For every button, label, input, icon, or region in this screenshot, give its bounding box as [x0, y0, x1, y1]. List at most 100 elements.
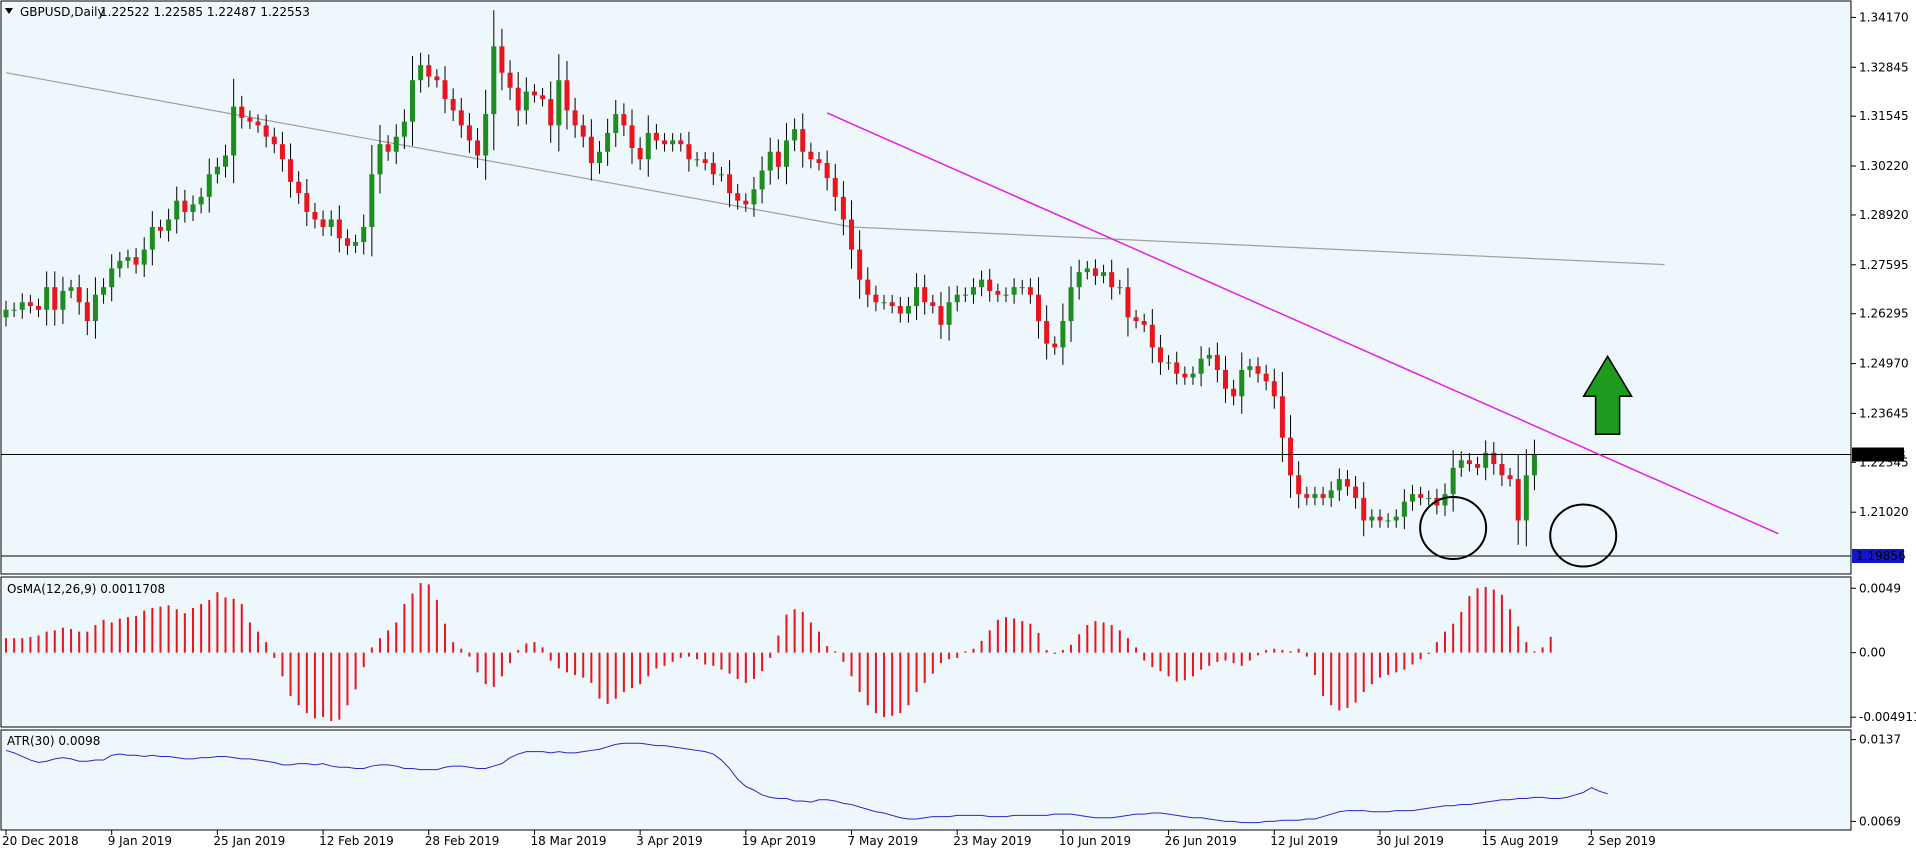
candle-body [109, 268, 115, 288]
candle-body [1279, 396, 1285, 438]
candle-body [149, 226, 155, 250]
candle-body [1491, 452, 1497, 465]
candle-body [101, 287, 107, 295]
candle-body [523, 91, 529, 111]
y-tick-label: 1.34170 [1859, 10, 1909, 24]
candle-body [141, 249, 147, 265]
candle-body [938, 306, 944, 325]
candle-body [393, 136, 399, 152]
candle-body [556, 80, 562, 126]
x-tick-label: 23 May 2019 [953, 834, 1031, 848]
candle-body [491, 46, 497, 115]
candle-body [914, 287, 920, 307]
osma-y-tick-label: 0.00 [1859, 646, 1886, 660]
candle-body [434, 76, 440, 81]
candle-body [840, 196, 846, 220]
candle-body [1507, 475, 1513, 480]
candle-body [426, 65, 432, 77]
candle-body [605, 132, 611, 152]
candle-body [1149, 324, 1155, 348]
candle-body [92, 294, 98, 322]
candle-body [1044, 321, 1050, 344]
y-tick-label: 1.30220 [1859, 159, 1909, 173]
candle-body [694, 159, 700, 161]
y-tick-label: 1.31545 [1859, 109, 1909, 123]
candle-body [1499, 464, 1505, 476]
candle-body [60, 290, 66, 310]
candle-body [133, 257, 139, 265]
candle-body [946, 302, 952, 325]
candle-body [1271, 381, 1277, 397]
candle-body [954, 294, 960, 303]
candle-body [214, 166, 220, 175]
candle-body [206, 174, 212, 197]
osma-y-tick-label: -0.004911 [1859, 710, 1916, 724]
atr-y-tick-label: 0.0137 [1859, 733, 1901, 747]
header-triangle-icon[interactable] [5, 8, 13, 14]
candle-body [1060, 321, 1066, 348]
candle-body [296, 181, 302, 194]
candle-body [1011, 287, 1017, 295]
horizontal-lines [1, 454, 1851, 557]
candle-body [540, 95, 546, 100]
candle-body [1117, 287, 1123, 289]
candle-body [450, 99, 456, 111]
osma-panel-bg [0, 576, 1852, 728]
candle-body [279, 144, 285, 160]
annotations [1419, 354, 1633, 568]
candle-body [1475, 464, 1481, 468]
candle-body [897, 306, 903, 314]
candle-body [1263, 373, 1269, 382]
circle-annotation [1549, 503, 1618, 568]
candle-body [849, 219, 855, 250]
candle-body [1206, 354, 1212, 359]
x-tick-label: 20 Dec 2018 [2, 834, 79, 848]
candle-body [353, 242, 359, 246]
candle-body [1214, 354, 1220, 370]
support-label: 1.19856 [1856, 549, 1906, 563]
candle-body [1101, 272, 1107, 276]
candle-body [442, 80, 448, 100]
candle-body [1052, 343, 1058, 348]
candle-body [52, 287, 58, 310]
candle-body [824, 163, 830, 179]
y-tick-label: 1.32845 [1859, 60, 1909, 74]
candle-body [922, 287, 928, 303]
candle-body [328, 219, 334, 227]
x-tick-label: 9 Jan 2019 [108, 834, 172, 848]
candle-body [1247, 366, 1253, 370]
atr-y-tick-label: 0.0069 [1859, 814, 1901, 828]
candle-body [198, 196, 204, 205]
candle-body [361, 226, 367, 243]
candle-body [727, 174, 733, 194]
candle-body [710, 163, 716, 175]
candle-body [873, 294, 879, 303]
candlesticks [3, 10, 1537, 547]
candle-body [1483, 452, 1489, 468]
candle-body [1320, 494, 1326, 498]
candle-body [1361, 497, 1367, 521]
osma-y-tick-label: 0.0049 [1859, 581, 1901, 595]
candle-body [767, 151, 773, 171]
candle-body [377, 144, 383, 175]
candle-body [962, 294, 968, 296]
candle-body [1401, 501, 1407, 517]
current-price-label: 1.22553 [1856, 448, 1906, 462]
x-tick-label: 25 Jan 2019 [213, 834, 285, 848]
candle-body [808, 151, 814, 160]
candle-body [596, 151, 602, 164]
candle-body [515, 87, 521, 111]
candle-body [1450, 467, 1456, 495]
candle-body [832, 178, 838, 197]
candle-body [621, 114, 627, 126]
osma-histogram [5, 583, 1552, 721]
candle-body [1385, 520, 1391, 522]
candle-body [637, 147, 643, 160]
candle-body [157, 226, 163, 231]
candle-body [1255, 366, 1261, 374]
candle-body [645, 132, 651, 160]
candle-body [1426, 497, 1432, 499]
candle-body [255, 121, 261, 126]
candle-body [320, 219, 326, 227]
